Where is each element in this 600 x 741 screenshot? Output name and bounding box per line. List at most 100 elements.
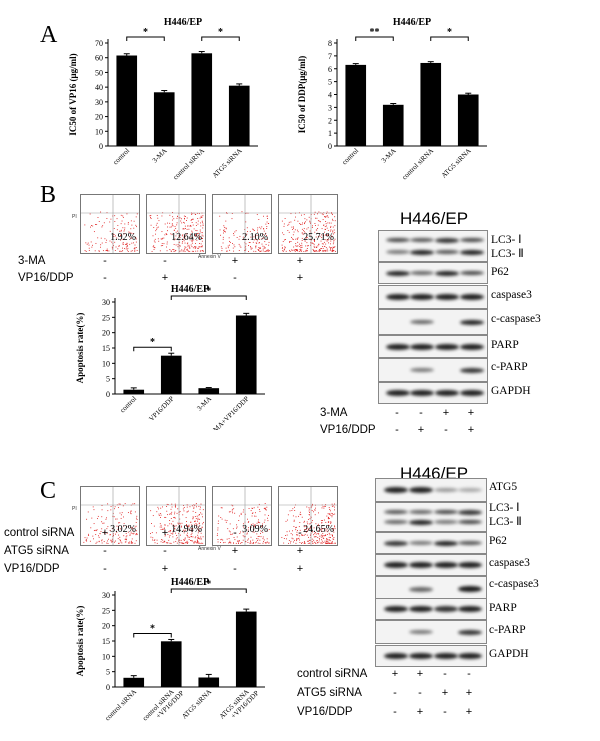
blot-strip xyxy=(378,262,488,284)
condition-label: VP16/DDP xyxy=(4,563,60,575)
y-tick-label: 3 xyxy=(328,103,332,112)
flow-cytometry-b: 1.92% 12.64% 2.10% 25.71% PI Annexin V xyxy=(70,192,350,267)
blot-band xyxy=(410,320,434,324)
blot-band xyxy=(410,368,434,372)
blot-band xyxy=(435,390,459,396)
blot-band-label: LC3- Ⅱ xyxy=(491,248,524,260)
blot-condition-sign: - xyxy=(419,407,423,419)
y-tick-label: 1 xyxy=(328,129,332,138)
category-label: ATG5 siRNA xyxy=(211,147,244,180)
condition-sign: + xyxy=(161,527,169,539)
blot-band xyxy=(460,367,484,373)
bar xyxy=(123,677,145,687)
bar xyxy=(235,315,257,394)
condition-sign: + xyxy=(231,255,239,267)
condition-label: control siRNA xyxy=(4,527,75,539)
blot-condition-label: VP16/DDP xyxy=(297,706,353,718)
blot-condition-sign: - xyxy=(443,668,447,680)
y-tick-label: 5 xyxy=(106,375,110,384)
blot-band-label: c-caspase3 xyxy=(491,313,541,325)
y-tick-label: 15 xyxy=(102,637,110,646)
flow-x-axis-label: Annexin V xyxy=(198,254,221,260)
significance-label: * xyxy=(206,286,211,297)
category-label: control siRNA xyxy=(400,147,435,180)
y-tick-label: 60 xyxy=(95,54,103,63)
y-tick-label: 20 xyxy=(95,113,103,122)
blot-band xyxy=(434,510,458,514)
blot-condition-label: 3-MA xyxy=(320,407,348,419)
blot-band-label: PARP xyxy=(491,339,519,351)
y-tick-label: 70 xyxy=(95,39,103,48)
blot-condition-label: VP16/DDP xyxy=(320,424,376,436)
blot-strip xyxy=(375,620,487,644)
panel-letter-a: A xyxy=(40,22,58,48)
blot-band-label: LC3- Ⅰ xyxy=(489,502,520,514)
blot-band xyxy=(460,319,484,325)
blot-condition-sign: - xyxy=(418,687,422,699)
y-axis-label: Apoptosis rate(%) xyxy=(75,606,85,677)
significance-label: * xyxy=(143,27,148,38)
flow-percentage: 2.10% xyxy=(242,232,268,243)
significance-bracket xyxy=(126,36,165,41)
y-tick-label: 50 xyxy=(95,68,103,77)
flow-percentage: 25.71% xyxy=(303,232,334,243)
blot-band xyxy=(409,653,433,659)
blot-band-label: c-caspase3 xyxy=(489,578,539,590)
y-tick-label: 2 xyxy=(328,116,332,125)
y-tick-label: 10 xyxy=(102,652,110,661)
blot-band xyxy=(386,344,410,350)
y-tick-label: 7 xyxy=(328,52,332,61)
condition-sign: - xyxy=(233,272,237,284)
blot-band-label: c-PARP xyxy=(491,361,528,373)
blot-strip xyxy=(378,335,488,358)
chart-apoptosis-b: H446/EP Apoptosis rate(%) 0 5 10 15 20 25 30 cont… xyxy=(75,284,265,430)
blot-band xyxy=(384,510,408,514)
y-tick-label: 5 xyxy=(328,78,332,87)
condition-sign: - xyxy=(103,545,107,557)
blot-band xyxy=(458,488,482,492)
blot-condition-sign: - xyxy=(395,424,399,436)
category-label: ATG5 siRNA xyxy=(440,147,473,180)
bar xyxy=(420,62,442,146)
blot-band xyxy=(386,390,410,396)
blot-strip xyxy=(375,532,487,554)
bar xyxy=(382,104,404,146)
blot-band xyxy=(458,541,482,545)
flow-y-axis-label: PI xyxy=(72,214,77,220)
flow-scatter xyxy=(279,195,337,253)
flow-plot: 3.02% xyxy=(80,486,140,546)
blot-condition-sign: - xyxy=(467,668,471,680)
blot-band xyxy=(460,344,484,350)
y-tick-label: 10 xyxy=(102,359,110,368)
blot-band-label: c-PARP xyxy=(489,624,526,636)
y-tick-label: 40 xyxy=(95,83,103,92)
panel-letter-c: C xyxy=(40,478,57,504)
significance-bracket xyxy=(430,36,469,41)
flow-plot: 24.65% xyxy=(278,486,338,546)
chart-title: H446/EP xyxy=(393,17,431,28)
blot-condition-label: control siRNA xyxy=(297,668,368,680)
condition-sign: - xyxy=(163,545,167,557)
blot-band xyxy=(384,540,408,546)
significance-label: * xyxy=(150,337,155,348)
blot-condition-sign: + xyxy=(416,706,424,718)
flow-scatter xyxy=(279,487,337,545)
bar xyxy=(160,641,182,687)
blot-condition-sign: + xyxy=(465,706,473,718)
blot-condition-sign: - xyxy=(443,706,447,718)
bar xyxy=(235,611,257,687)
category-label: control xyxy=(340,147,360,167)
blot-condition-sign: - xyxy=(393,706,397,718)
condition-sign: - xyxy=(103,563,107,575)
y-axis-label: Apoptosis rate(%) xyxy=(75,313,85,384)
blot-condition-sign: + xyxy=(467,424,475,436)
significance-label: * xyxy=(150,623,155,634)
flow-percentage: 12.64% xyxy=(171,232,202,243)
blot-strip xyxy=(375,554,487,576)
significance-bracket xyxy=(133,346,172,352)
chart-ic50-ddp: H446/EP IC50 of DDP(μg/ml) 0 1 2 3 4 5 6 7 8 contro… xyxy=(297,17,487,180)
blot-band xyxy=(410,390,434,396)
blot-band xyxy=(458,586,482,592)
flow-percentage: 24.65% xyxy=(303,524,334,535)
category-label: control siRNA xyxy=(171,147,206,180)
